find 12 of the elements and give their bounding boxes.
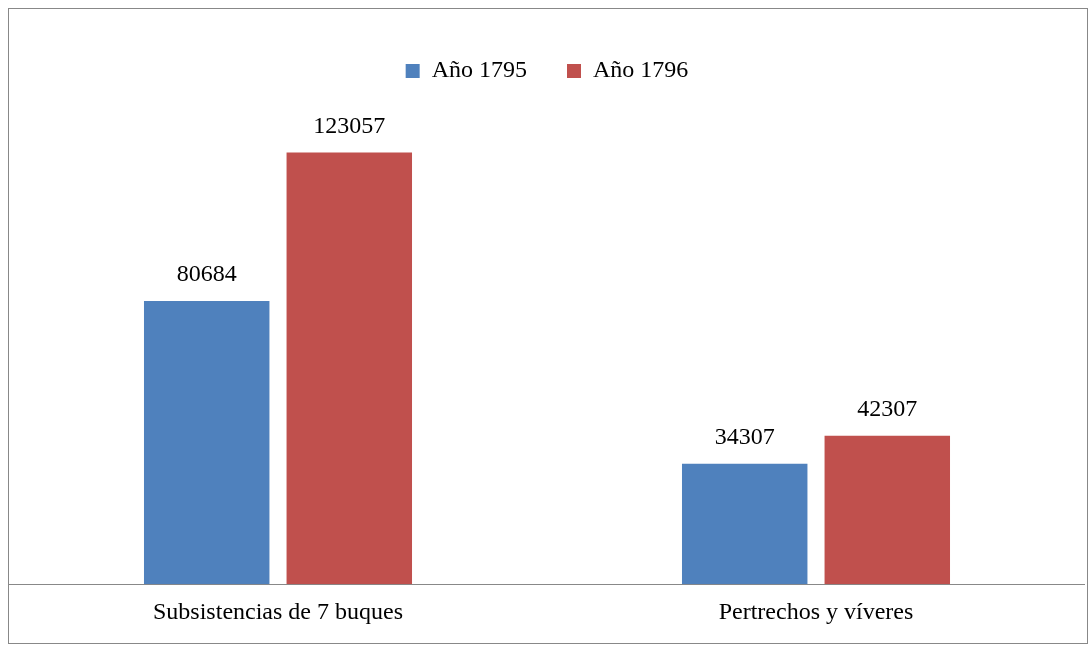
data-label: 80684 <box>176 260 237 287</box>
bar <box>824 435 951 585</box>
bar <box>143 301 270 585</box>
x-tick-label: Subsistencias de 7 buques <box>153 597 403 624</box>
data-label: 42307 <box>857 395 918 422</box>
legend-label: Año 1795 <box>431 56 528 83</box>
data-label: 123057 <box>313 111 386 138</box>
legend-label: Año 1796 <box>593 56 689 83</box>
data-label: 34307 <box>714 423 775 450</box>
x-tick-label: Pertrechos y víveres <box>718 597 914 624</box>
bar <box>681 463 808 585</box>
bar <box>286 152 413 585</box>
